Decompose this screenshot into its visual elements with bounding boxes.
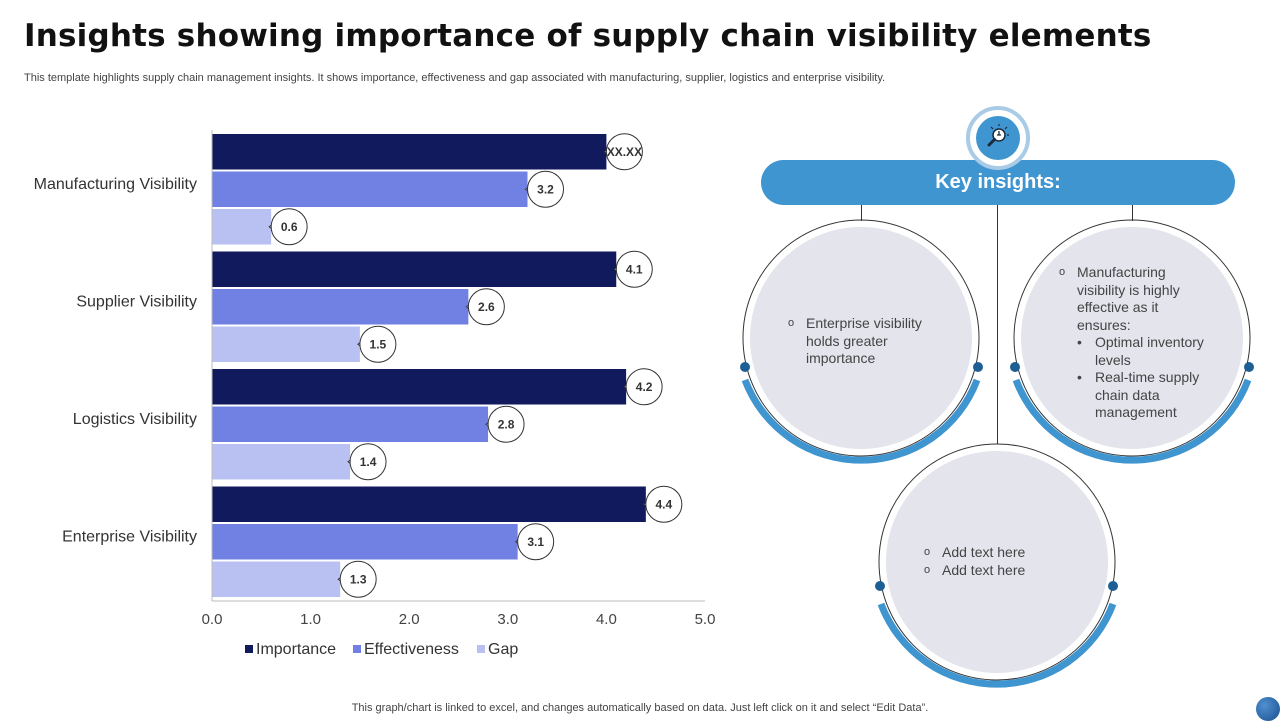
bar-importance: [212, 369, 627, 405]
right-insight-bullet: Optimal inventory levels: [1077, 334, 1209, 369]
key-insights-label: Key insights:: [935, 171, 1061, 193]
bottom-insight-arc: [877, 602, 1117, 688]
lightbulb-magnifier-icon: [976, 116, 1020, 160]
page-title: Insights showing importance of supply ch…: [24, 18, 1152, 54]
right-insight-arc: [1012, 378, 1252, 464]
left-insight-dot-l: [740, 362, 750, 372]
bottom-insight-item: Add text here: [924, 562, 1074, 580]
data-label-bubble: [487, 405, 525, 443]
data-label-bubble: [349, 443, 387, 481]
category-label: Logistics Visibility: [73, 411, 197, 428]
data-label: 1.3: [350, 572, 367, 586]
bar-effectiveness: [212, 406, 489, 442]
bottom-insight-text: Add text hereAdd text here: [924, 544, 1074, 579]
data-label-bubble: [517, 523, 555, 561]
x-tick-label: 3.0: [497, 611, 518, 628]
legend-label: Gap: [488, 641, 518, 658]
connector-center: [997, 205, 998, 444]
bar-importance: [212, 486, 646, 522]
right-insight-bullet: Real-time supply chain data management: [1077, 369, 1209, 422]
bar-gap: [212, 444, 351, 480]
category-label: Enterprise Visibility: [62, 529, 197, 546]
right-insight-intro: Manufacturing visibility is highly effec…: [1059, 264, 1209, 334]
connector-left: [861, 205, 862, 221]
page-subtitle: This template highlights supply chain ma…: [24, 72, 886, 84]
circle-logo-icon: [1256, 697, 1280, 721]
data-label-bubble: [645, 485, 683, 523]
x-tick-label: 5.0: [695, 611, 716, 628]
right-insight-dot-l: [1010, 362, 1020, 372]
chart-plot: Manufacturing Visibility XX.XX 3.2 0.6 Suppl…: [34, 130, 716, 658]
x-tick-label: 4.0: [596, 611, 617, 628]
data-label-bubble: [625, 368, 663, 406]
connector-right: [1132, 205, 1133, 221]
bottom-insight-item: Add text here: [924, 544, 1074, 562]
data-label: 3.2: [537, 182, 554, 196]
bottom-insight-outline: [878, 443, 1116, 681]
x-tick-label: 2.0: [399, 611, 420, 628]
data-label-bubble: [270, 208, 308, 246]
data-label-bubble: [527, 170, 565, 208]
data-label: 3.1: [527, 535, 544, 549]
bottom-insight-dot-l: [875, 581, 885, 591]
data-label-bubble: [359, 325, 397, 363]
data-label-bubble: [615, 250, 653, 288]
bar-gap: [212, 209, 272, 245]
right-insight-dot-r: [1244, 362, 1254, 372]
left-insight-text: Enterprise visibility holds greater impo…: [788, 315, 953, 368]
bottom-insight-dot-r: [1108, 581, 1118, 591]
data-label: 4.4: [655, 497, 672, 511]
legend-swatch: [477, 645, 485, 653]
bar-effectiveness: [212, 524, 518, 560]
data-label: 1.4: [360, 455, 377, 469]
footer-note: This graph/chart is linked to excel, and…: [351, 702, 929, 714]
legend-label: Effectiveness: [364, 641, 459, 658]
right-insight-text: Manufacturing visibility is highly effec…: [1059, 264, 1209, 422]
legend-swatch: [245, 645, 253, 653]
data-label-bubble: [339, 560, 377, 598]
category-label: Supplier Visibility: [76, 294, 197, 311]
data-label: 4.2: [636, 380, 653, 394]
data-label: 0.6: [281, 220, 298, 234]
data-label: 4.1: [626, 262, 643, 276]
x-tick-label: 1.0: [300, 611, 321, 628]
data-label-bubble: [467, 288, 505, 326]
bar-gap: [212, 561, 341, 597]
bar-importance: [212, 251, 617, 287]
data-label: 2.6: [478, 300, 495, 314]
bar-importance: [212, 134, 607, 170]
data-label: XX.XX: [607, 145, 642, 159]
left-insight-arc: [741, 378, 981, 464]
bar-effectiveness: [212, 171, 528, 207]
bar-gap: [212, 326, 360, 362]
data-label: 1.5: [370, 337, 387, 351]
category-label: Manufacturing Visibility: [34, 176, 197, 193]
left-insight-item: Enterprise visibility holds greater impo…: [788, 315, 953, 368]
data-label-bubble: [605, 133, 643, 171]
legend-swatch: [353, 645, 361, 653]
data-label: 2.8: [498, 417, 515, 431]
legend-label: Importance: [256, 641, 336, 658]
left-insight-dot-r: [973, 362, 983, 372]
insight-icon-badge: [966, 106, 1030, 170]
bar-effectiveness: [212, 289, 469, 325]
x-tick-label: 0.0: [202, 611, 223, 628]
